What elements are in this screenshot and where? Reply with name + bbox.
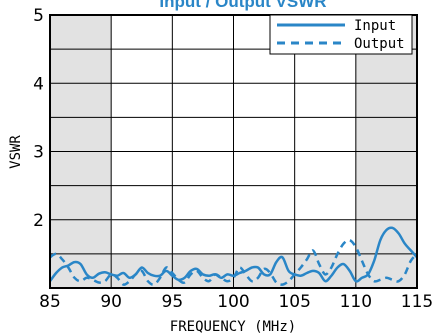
series-lines xyxy=(48,226,418,286)
chart-title: Input / Output VSWR xyxy=(159,0,326,11)
legend-output-label: Output xyxy=(354,36,405,52)
x-tick-label-90: 90 xyxy=(100,292,122,312)
x-tick-label-85: 85 xyxy=(39,292,61,312)
legend: Input Output xyxy=(269,14,413,55)
tick-labels: 85 90 95 100 105 110 115 2 3 4 5 xyxy=(33,6,432,312)
legend-box xyxy=(269,14,413,55)
x-tick-label-100: 100 xyxy=(217,292,249,312)
y-tick-label-2: 2 xyxy=(33,211,44,231)
x-tick-label-115: 115 xyxy=(401,292,432,312)
x-tick-label-110: 110 xyxy=(340,292,372,312)
x-axis-title: FREQUENCY (MHz) xyxy=(170,319,296,335)
plot-frame xyxy=(49,14,418,289)
x-tick-label-95: 95 xyxy=(162,292,184,312)
y-axis-title: VSWR xyxy=(8,135,24,169)
y-tick-label-5: 5 xyxy=(33,6,44,26)
x-tick-label-105: 105 xyxy=(278,292,310,312)
y-tick-label-4: 4 xyxy=(33,74,44,94)
legend-input-label: Input xyxy=(354,18,396,34)
y-tick-label-3: 3 xyxy=(33,143,44,163)
